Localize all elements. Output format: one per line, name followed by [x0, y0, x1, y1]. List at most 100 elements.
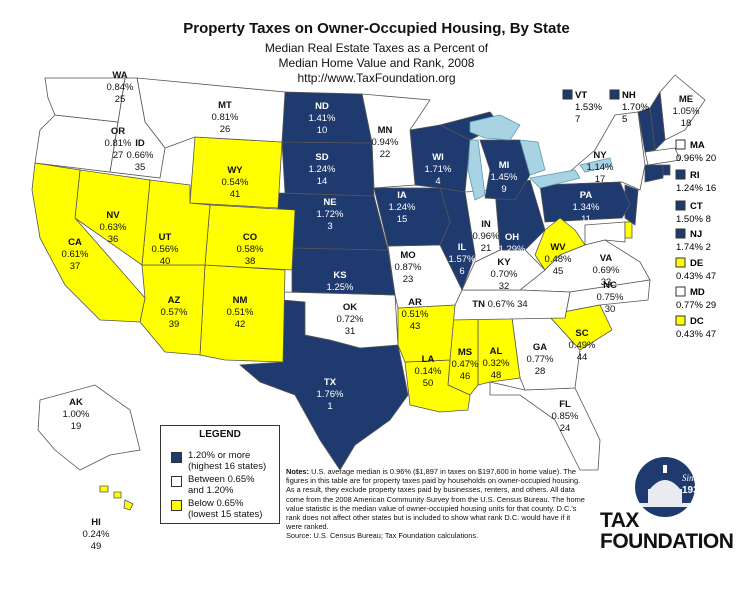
- state-value: 1.50% 8: [676, 214, 711, 225]
- logo-name-2: FOUNDATION: [600, 530, 734, 553]
- state-value: 1.74% 2: [676, 242, 711, 253]
- state-de[interactable]: [624, 221, 633, 239]
- state-abbr: SD: [315, 152, 328, 163]
- state-ak[interactable]: [37, 384, 141, 471]
- state-ok[interactable]: [282, 291, 399, 349]
- state-label-mo: MO 0.87% 23: [395, 250, 422, 285]
- state-value: 0.69%: [593, 265, 620, 276]
- state-label-ne: NE 1.72% 3: [317, 197, 344, 232]
- state-value: 0.87%: [395, 262, 422, 273]
- notes-source: Source: U.S. Census Bureau; Tax Foundati…: [286, 531, 479, 541]
- legend-label: Between 0.65%: [188, 474, 255, 485]
- state-label-nc: NC 0.75% 30: [597, 280, 624, 315]
- state-rank: 38: [245, 256, 256, 267]
- state-abbr: OR: [111, 126, 125, 137]
- great-lake-water: [469, 114, 521, 141]
- state-label-fl: FL 0.85% 24: [552, 399, 579, 434]
- state-rank: 48: [491, 370, 502, 381]
- state-rank: 1: [327, 401, 332, 412]
- state-ca[interactable]: [31, 162, 146, 323]
- state-wa[interactable]: [44, 77, 126, 123]
- state-rank: 28: [535, 366, 546, 377]
- state-value: 0.81%: [105, 138, 132, 149]
- state-abbr: MT: [218, 100, 232, 111]
- state-abbr: NC: [603, 280, 617, 291]
- logo-wordmark: TAX FOUNDATION: [600, 510, 734, 553]
- state-vt[interactable]: [637, 107, 656, 153]
- state-value: 0.77%: [527, 354, 554, 365]
- state-label-nd: ND 1.41% 10: [309, 101, 336, 136]
- state-label-md: MD 0.77% 29: [676, 287, 716, 311]
- state-abbr: ND: [315, 101, 329, 112]
- state-rank: 10: [317, 125, 328, 136]
- state-value: 1.24%: [389, 202, 416, 213]
- state-value: 0.14%: [415, 366, 442, 377]
- state-abbr: IL: [458, 242, 467, 253]
- state-label-al: AL 0.32% 48: [483, 346, 510, 381]
- state-abbr: OK: [343, 302, 357, 313]
- state-label-la: LA 0.14% 50: [415, 354, 442, 389]
- state-abbr: NJ: [690, 229, 702, 240]
- state-abbr: IN: [481, 219, 491, 230]
- state-md[interactable]: [584, 221, 626, 246]
- state-label-ma: MA 0.96% 20: [676, 140, 716, 164]
- state-value: 0.84%: [107, 82, 134, 93]
- state-ri[interactable]: [662, 164, 671, 176]
- state-label-ms: MS 0.47% 46: [452, 347, 479, 382]
- state-abbr: FL: [559, 399, 571, 410]
- state-ct[interactable]: [644, 164, 664, 183]
- state-label-pa: PA 1.34% 11: [573, 190, 600, 225]
- state-value: 1.25%: [327, 282, 354, 293]
- legend-swatch-mid: [171, 476, 182, 487]
- legend-label: (lowest 15 states): [188, 509, 263, 520]
- state-ia[interactable]: [373, 187, 451, 247]
- state-rank: 7: [575, 114, 580, 125]
- state-value: 0.96%: [473, 231, 500, 242]
- state-la[interactable]: [404, 359, 471, 413]
- state-label-ut: UT 0.56% 40: [152, 232, 179, 267]
- legend: LEGEND 1.20% or more (highest 16 states) …: [160, 425, 280, 524]
- state-value: 0.70%: [491, 269, 518, 280]
- state-abbr: WI: [432, 152, 444, 163]
- legend-label: and 1.20%: [188, 485, 234, 496]
- state-rank: 35: [135, 162, 146, 173]
- legend-swatch-low: [171, 500, 182, 511]
- state-value: 1.29%: [499, 244, 526, 255]
- state-label-wi: WI 1.71% 4: [425, 152, 452, 187]
- state-rank: 9: [501, 184, 506, 195]
- state-value: 0.48%: [545, 254, 572, 265]
- state-rank: 23: [403, 274, 414, 285]
- state-abbr: ME: [679, 94, 693, 105]
- state-value: 0.24%: [83, 529, 110, 540]
- state-swatch-ma: [675, 139, 686, 150]
- state-pa[interactable]: [539, 181, 631, 223]
- notes-lead: Notes:: [286, 467, 309, 476]
- state-value: 1.24%: [309, 164, 336, 175]
- state-abbr: OH: [505, 232, 519, 243]
- state-label-ok: OK 0.72% 31: [337, 302, 364, 337]
- state-rank: 17: [595, 174, 606, 185]
- state-label-mi: MI 1.45% 9: [491, 160, 518, 195]
- state-rank: 14: [317, 176, 328, 187]
- state-fl[interactable]: [489, 381, 601, 471]
- state-value: 1.00%: [63, 409, 90, 420]
- state-rank: 30: [605, 304, 616, 315]
- state-abbr: WA: [112, 70, 127, 81]
- state-value: 0.85%: [552, 411, 579, 422]
- state-rank: 22: [380, 149, 391, 160]
- state-value: 0.94%: [372, 137, 399, 148]
- state-label-vt: VT 1.53% 7: [575, 90, 602, 125]
- state-ma[interactable]: [644, 147, 681, 166]
- state-abbr: RI: [690, 170, 700, 181]
- state-abbr: NE: [323, 197, 336, 208]
- state-value: 0.66%: [127, 150, 154, 161]
- state-label-or: OR 0.81% 27: [105, 126, 132, 161]
- state-abbr: MA: [690, 140, 705, 151]
- state-hi[interactable]: [99, 485, 134, 511]
- source-url[interactable]: http://www.TaxFoundation.org: [297, 71, 456, 85]
- state-abbr: CO: [243, 232, 257, 243]
- state-value: 0.81%: [212, 112, 239, 123]
- state-value: 0.56%: [152, 244, 179, 255]
- state-rank: 13: [335, 294, 346, 305]
- state-value: 0.72%: [337, 314, 364, 325]
